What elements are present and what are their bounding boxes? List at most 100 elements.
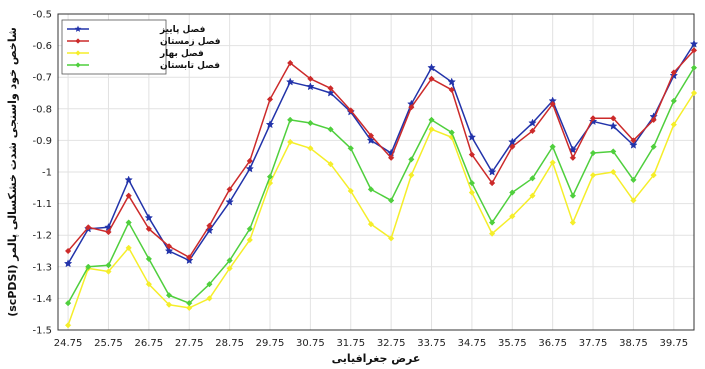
x-tick-label: 32.75: [377, 338, 406, 349]
data-point: [690, 64, 698, 71]
data-point: [569, 154, 577, 161]
data-point: [206, 281, 213, 288]
y-tick-label: -0.8: [32, 104, 52, 115]
x-tick-label: 33.75: [417, 338, 446, 349]
data-point: [186, 304, 193, 312]
data-point: [347, 187, 354, 195]
data-point: [447, 77, 456, 86]
data-point: [468, 151, 476, 158]
data-point: [408, 156, 415, 163]
data-point: [690, 47, 698, 54]
data-point: [186, 254, 193, 261]
x-tick-label: 24.75: [54, 338, 83, 349]
series-group: [63, 39, 699, 329]
legend-label: فصل پاییز: [159, 25, 205, 35]
y-tick-label: -1: [42, 168, 52, 179]
data-point: [307, 145, 314, 152]
data-point: [226, 265, 233, 272]
y-tick-label: -1.2: [32, 231, 52, 242]
data-point: [549, 100, 556, 108]
legend-label: فصل زمستان: [160, 37, 221, 47]
data-point: [408, 172, 415, 179]
data-point: [650, 172, 657, 179]
x-tick-label: 34.75: [458, 338, 487, 349]
x-tick-label: 36.75: [538, 338, 567, 349]
data-point: [266, 96, 274, 103]
x-axis-ticks: 24.75 25.75 26.75 27.75 28.75 29.75 30.75 31.75…: [54, 338, 688, 349]
data-point: [549, 143, 556, 150]
data-point: [427, 63, 436, 72]
data-point: [408, 104, 415, 111]
y-tick-label: -1.3: [32, 262, 52, 273]
legend-marker: [75, 62, 81, 68]
data-point: [287, 116, 294, 124]
data-point: [63, 259, 73, 268]
data-point: [327, 160, 334, 168]
data-point: [307, 119, 314, 127]
y-axis-title: شاخص خود واسنجی شدت خشکسالی پالمر (scPDS…: [6, 27, 19, 317]
series-line: [67, 49, 695, 259]
series-line: [67, 92, 695, 326]
data-point: [165, 243, 173, 250]
data-point: [145, 255, 153, 263]
data-point: [630, 176, 637, 184]
data-point: [265, 120, 275, 129]
data-point: [488, 230, 496, 237]
x-tick-label: 25.75: [94, 338, 123, 349]
x-tick-label: 35.75: [498, 338, 527, 349]
data-point: [287, 138, 294, 146]
data-point: [428, 116, 435, 124]
data-point: [428, 75, 435, 82]
x-tick-label: 31.75: [336, 338, 365, 349]
data-point: [468, 189, 476, 196]
data-point: [670, 69, 677, 76]
data-point: [468, 179, 476, 187]
data-point: [589, 115, 597, 122]
data-point: [549, 159, 556, 166]
legend-label: فصل بهار: [159, 49, 204, 59]
data-point: [85, 263, 92, 270]
y-tick-label: -0.9: [32, 136, 52, 147]
plot-frame: [57, 13, 695, 331]
data-point: [105, 262, 112, 269]
data-point: [125, 244, 132, 251]
y-tick-label: -1.4: [32, 294, 52, 305]
x-tick-label: 37.75: [579, 338, 608, 349]
y-tick-label: -1.5: [32, 326, 52, 337]
data-point: [327, 126, 334, 133]
data-point: [689, 39, 699, 48]
x-tick-label: 26.75: [135, 338, 164, 349]
legend-label: فصل تابستان: [160, 61, 220, 71]
data-point: [347, 145, 354, 152]
data-point: [488, 219, 496, 226]
data-point: [487, 167, 497, 176]
data-point: [144, 213, 154, 222]
data-point: [287, 59, 294, 67]
y-axis-ticks: -1.5 -1.4 -1.3 -1.2 -1.1 -1 -0.9 -0.8 -0.7 -0.6 -0…: [32, 10, 52, 337]
data-point: [145, 281, 153, 288]
data-point: [64, 299, 72, 307]
data-point: [64, 247, 72, 255]
data-point: [206, 295, 213, 302]
data-point: [306, 82, 315, 91]
data-point: [589, 172, 597, 179]
y-tick-label: -1.1: [32, 199, 52, 210]
data-point: [367, 220, 375, 228]
data-point: [448, 129, 455, 136]
data-point: [226, 186, 233, 193]
legend-marker: [75, 50, 81, 56]
series-line: [67, 67, 695, 304]
data-point: [629, 140, 638, 149]
data-point: [85, 224, 92, 231]
x-tick-label: 39.75: [659, 338, 688, 349]
data-point: [610, 148, 617, 155]
data-point: [630, 137, 637, 144]
series: [64, 89, 698, 329]
data-point: [690, 89, 698, 97]
y-tick-label: -0.5: [32, 10, 52, 21]
data-point: [246, 225, 253, 233]
data-point: [327, 85, 334, 92]
data-point: [64, 322, 72, 329]
series: [64, 47, 698, 261]
data-point: [529, 175, 536, 182]
